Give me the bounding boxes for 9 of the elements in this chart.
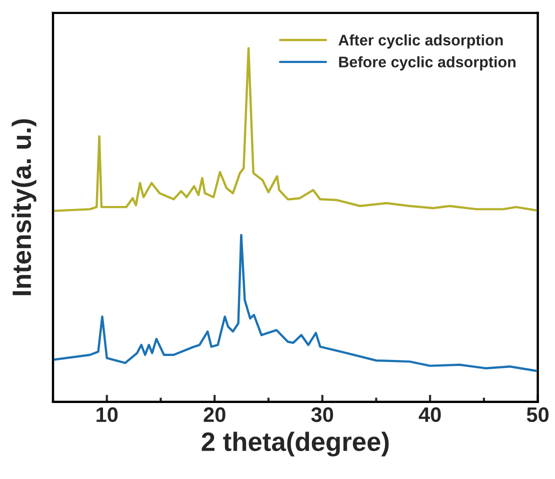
x-tick-label: 20 (204, 407, 226, 422)
legend-label: Before cyclic adsorption (339, 56, 516, 70)
y-axis-title: Intensity(a. u.) (12, 119, 36, 296)
x-tick-label: 30 (311, 407, 334, 422)
legend-label: After cyclic adsorption (338, 34, 503, 49)
x-axis-title: 2 theta(degree) (202, 432, 389, 456)
x-tick-label: 50 (526, 407, 549, 422)
x-tick-label: 40 (418, 407, 441, 422)
x-tick-label: 10 (96, 407, 118, 422)
